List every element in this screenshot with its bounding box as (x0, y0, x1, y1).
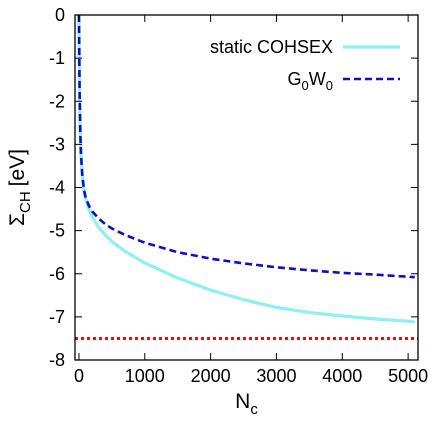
x-tick-label: 2000 (191, 366, 231, 386)
y-tick-label: -6 (49, 264, 65, 284)
ticks-layer: 0 1000 2000 3000 4000 5000 0 -1 -2 -3 -4 -5 -6 -7 -8 (49, 5, 428, 386)
y-tick-label: -2 (49, 91, 65, 111)
x-tick-label: 5000 (388, 366, 428, 386)
y-axis-label: ΣCH[eV] (6, 149, 34, 226)
legend-label: G0W0 (288, 69, 333, 93)
y-tick-label: -3 (49, 134, 65, 154)
y-tick-label: -5 (49, 221, 65, 241)
x-axis-label: Nc (235, 390, 258, 418)
y-tick-label: -4 (49, 178, 65, 198)
x-tick-label: 1000 (125, 366, 165, 386)
x-tick-label: 4000 (322, 366, 362, 386)
series-line-g0w0 (77, 14, 415, 279)
x-tick-label: 0 (74, 366, 84, 386)
y-tick-label: -8 (49, 350, 65, 370)
y-tick-label: 0 (55, 5, 65, 25)
legend: static COHSEX G0W0 (210, 37, 400, 93)
plot-frame (74, 14, 419, 361)
series-line-static-cohsex (77, 14, 415, 324)
x-tick-label: 3000 (256, 366, 296, 386)
series-layer (75, 14, 418, 340)
y-tick-label: -1 (49, 48, 65, 68)
y-tick-label: -7 (49, 307, 65, 327)
legend-label: static COHSEX (210, 37, 333, 57)
